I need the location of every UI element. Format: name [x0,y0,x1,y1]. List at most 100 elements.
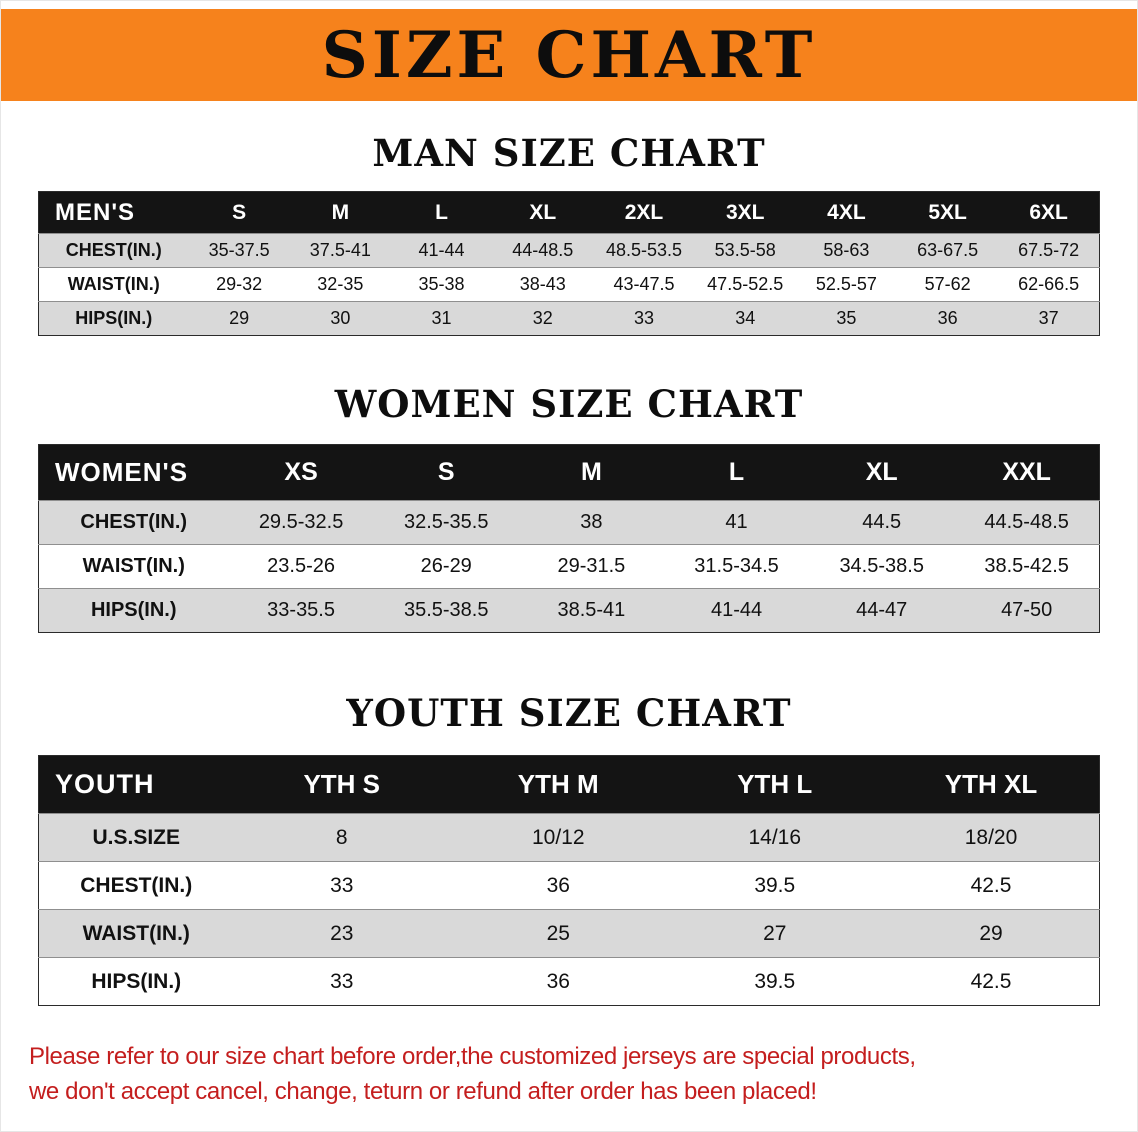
row-label: HIPS(IN.) [90,599,177,621]
women-section-title: WOMEN SIZE CHART [334,382,804,426]
size-value: 37.5-41 [309,240,371,260]
row-label: WAIST(IN.) [82,555,185,577]
size-value: 29.5-32.5 [258,511,344,533]
column-header: 2XL [593,191,695,234]
size-value: 30 [330,308,351,328]
size-value: 42.5 [970,969,1012,993]
size-value: 53.5-58 [714,240,776,260]
size-value: 44.5-48.5 [984,511,1069,533]
size-value: 44.5 [862,511,902,533]
disclaimer-line-2: we don't accept cancel, change, teturn o… [29,1077,817,1105]
size-value: 18/20 [964,825,1018,849]
row-label: CHEST(IN.) [80,511,188,533]
size-value: 58-63 [823,240,870,260]
size-value: 33 [633,308,654,328]
header-row: WOMEN'S XS S M L XL XXL [38,444,1100,501]
size-value: 42.5 [970,873,1012,897]
disclaimer-line-1: Please refer to our size chart before or… [29,1043,916,1070]
header-row: YOUTH YTH S YTH M YTH L YTH XL [38,755,1100,814]
size-value: 38.5-41 [557,599,626,621]
column-header: YTH L [666,755,883,814]
table-row: CHEST(IN.) 29.5-32.5 32.5-35.5 38 41 44.5 44.5… [38,500,1100,545]
row-label: HIPS(IN.) [75,308,153,328]
size-value: 63-67.5 [917,240,979,260]
size-value: 25 [546,921,570,945]
size-value: 8 [335,825,348,849]
size-value: 29-32 [216,274,263,294]
size-value: 10/12 [531,825,585,849]
size-value: 36 [546,969,570,993]
size-value: 44-47 [856,599,908,621]
row-label: CHEST(IN.) [80,873,193,897]
column-header: XXL [954,444,1100,501]
size-value: 29 [229,308,250,328]
size-value: 35 [836,308,857,328]
column-header: YTH XL [883,755,1100,814]
table-title-cell: WOMEN'S [38,444,229,501]
size-value: 39.5 [754,969,796,993]
column-header: YTH S [233,755,450,814]
size-value: 62-66.5 [1018,274,1080,294]
size-value: 35-38 [418,274,465,294]
size-value: 38-43 [519,274,566,294]
column-header: 3XL [694,191,796,234]
mens-table-head: MEN'S S M L XL 2XL 3XL 4XL 5XL 6XL [38,191,1100,234]
size-value: 31.5-34.5 [694,555,779,577]
size-value: 48.5-53.5 [605,240,683,260]
column-header: XS [228,444,374,501]
column-header: S [373,444,519,501]
size-value: 41-44 [710,599,763,621]
mens-table-body: CHEST(IN.) 35-37.5 37.5-41 41-44 44-48.5 48.5… [38,233,1100,336]
size-value: 29-31.5 [557,555,626,577]
size-value: 37 [1038,308,1059,328]
youth-size-section: YOUTH SIZE CHART YOUTH YTH S YTH M YTH L YTH… [1,691,1137,1006]
disclaimer: Please refer to our size chart before or… [29,1040,1109,1110]
size-value: 36 [546,873,570,897]
table-row: WAIST(IN.) 23.5-26 26-29 29-31.5 31.5-34.5 34… [38,544,1100,589]
man-section-title: MAN SIZE CHART [372,131,766,175]
youth-table-body: U.S.SIZE 8 10/12 14/16 18/20 CHEST(IN.) 33 36 39… [38,813,1100,1006]
size-value: 38.5-42.5 [984,555,1069,577]
column-header: 4XL [795,191,898,234]
youth-table-head: YOUTH YTH S YTH M YTH L YTH XL [38,755,1100,814]
youth-section-title: YOUTH SIZE CHART [346,691,792,735]
column-header: 5XL [897,191,999,234]
table-row: CHEST(IN.) 33 36 39.5 42.5 [38,861,1100,910]
size-value: 39.5 [754,873,796,897]
womens-table-body: CHEST(IN.) 29.5-32.5 32.5-35.5 38 41 44.5 44.5… [38,500,1100,633]
size-value: 47-50 [1001,599,1053,621]
size-value: 34.5-38.5 [839,555,924,577]
man-size-section: MAN SIZE CHART MEN'S S M L XL 2XL 3XL 4XL 5XL 6XL… [1,131,1137,336]
table-title-cell: MEN'S [38,191,189,234]
size-value: 32 [532,308,553,328]
table-row: CHEST(IN.) 35-37.5 37.5-41 41-44 44-48.5 48.5… [38,233,1100,268]
column-header: YTH M [450,755,667,814]
size-value: 35.5-38.5 [403,599,489,621]
size-value: 34 [735,308,756,328]
column-header: S [188,191,290,234]
women-size-section: WOMEN SIZE CHART WOMEN'S XS S M L XL XXL CHEST… [1,382,1137,633]
size-value: 33-35.5 [267,599,335,621]
size-value: 23 [330,921,354,945]
size-value: 14/16 [748,825,802,849]
table-row: WAIST(IN.) 29-32 32-35 35-38 38-43 43-47.5 47.… [38,267,1100,302]
row-label: CHEST(IN.) [65,240,162,260]
column-header: L [390,191,493,234]
womens-table-head: WOMEN'S XS S M L XL XXL [38,444,1100,501]
size-value: 41 [725,511,748,533]
size-value: 35-37.5 [208,240,270,260]
size-value: 23.5-26 [267,555,335,577]
table-row: HIPS(IN.) 29 30 31 32 33 34 35 36 37 [38,301,1100,336]
size-value: 47.5-52.5 [707,274,784,294]
size-value: 52.5-57 [815,274,877,294]
size-value: 38 [580,511,603,533]
column-header: M [289,191,391,234]
table-row: WAIST(IN.) 23 25 27 29 [38,909,1100,958]
mens-size-table: MEN'S S M L XL 2XL 3XL 4XL 5XL 6XL CHEST(IN.) 35-3… [38,191,1100,336]
header-row: MEN'S S M L XL 2XL 3XL 4XL 5XL 6XL [38,191,1100,234]
size-value: 57-62 [924,274,971,294]
table-row: HIPS(IN.) 33 36 39.5 42.5 [38,957,1100,1006]
youth-size-table: YOUTH YTH S YTH M YTH L YTH XL U.S.SIZE 8 10/1… [38,755,1100,1006]
size-value: 41-44 [418,240,465,260]
row-label: U.S.SIZE [92,825,181,849]
